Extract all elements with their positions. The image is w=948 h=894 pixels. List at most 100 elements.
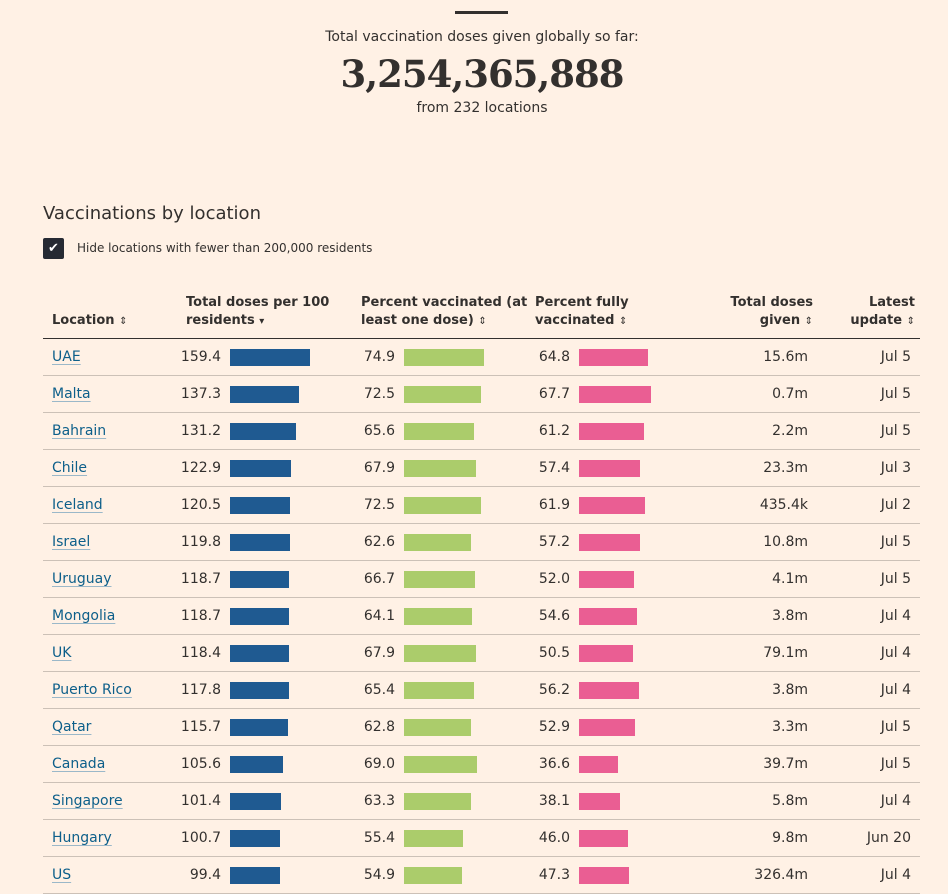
percent-fully-vaccinated-value: 38.1 — [538, 793, 570, 809]
latest-update-value: Jul 5 — [880, 571, 911, 587]
total-doses-value: 3.3m — [772, 719, 808, 735]
doses-per-100-bar — [230, 867, 280, 884]
doses-per-100-bar — [230, 423, 296, 440]
doses-per-100-value: 118.7 — [180, 608, 221, 624]
checkmark-icon: ✔ — [48, 240, 59, 256]
percent-fully-vaccinated-bar — [579, 867, 630, 884]
locations-count: from 232 locations — [416, 100, 548, 116]
location-link[interactable]: Israel — [52, 534, 91, 550]
percent-vaccinated-bar — [404, 386, 482, 403]
total-doses-value: 39.7m — [763, 756, 808, 772]
table-row: Israel 119.8 62.6 57.2 10.8m Jul 5 — [43, 524, 920, 561]
column-header-percent-fully-vaccinated[interactable]: Percent fully vaccinated ⇕ — [535, 295, 629, 328]
location-link[interactable]: Chile — [52, 460, 88, 476]
percent-vaccinated-value: 62.6 — [363, 534, 395, 550]
hide-small-locations-toggle[interactable]: ✔ Hide locations with fewer than 200,000… — [43, 237, 372, 259]
total-doses-value: 3.8m — [772, 608, 808, 624]
location-link[interactable]: Hungary — [52, 830, 112, 846]
doses-per-100-bar — [230, 349, 310, 366]
latest-update-value: Jun 20 — [866, 830, 911, 846]
location-link[interactable]: Singapore — [52, 793, 123, 809]
sort-icon: ⇕ — [619, 316, 628, 327]
table-row: UAE 159.4 74.9 64.8 15.6m Jul 5 — [43, 339, 920, 376]
percent-fully-vaccinated-bar — [579, 793, 620, 810]
percent-fully-vaccinated-bar — [579, 608, 638, 625]
table-row: Chile 122.9 67.9 57.4 23.3m Jul 3 — [43, 450, 920, 487]
percent-vaccinated-bar — [404, 423, 474, 440]
location-link[interactable]: Malta — [52, 386, 91, 402]
percent-fully-vaccinated-value: 47.3 — [538, 867, 570, 883]
table-row: Canada 105.6 69.0 36.6 39.7m Jul 5 — [43, 746, 920, 783]
doses-per-100-bar — [230, 571, 290, 588]
location-link[interactable]: Puerto Rico — [52, 682, 132, 698]
table-row: Mongolia 118.7 64.1 54.6 3.8m Jul 4 — [43, 598, 920, 635]
percent-vaccinated-bar — [404, 756, 478, 773]
latest-update-value: Jul 4 — [880, 793, 911, 809]
location-link[interactable]: UAE — [52, 349, 81, 365]
percent-vaccinated-bar — [404, 534, 471, 551]
checkbox[interactable]: ✔ — [43, 237, 64, 259]
percent-fully-vaccinated-value: 57.2 — [538, 534, 570, 550]
location-link[interactable]: Mongolia — [52, 608, 116, 624]
latest-update-value: Jul 2 — [880, 497, 911, 513]
percent-vaccinated-value: 72.5 — [363, 386, 395, 402]
percent-fully-vaccinated-bar — [579, 497, 645, 514]
location-link[interactable]: US — [52, 867, 72, 883]
total-doses-value: 23.3m — [763, 460, 808, 476]
total-doses-value: 3.8m — [772, 682, 808, 698]
total-doses-value: 326.4m — [754, 867, 808, 883]
sort-icon: ⇕ — [119, 316, 128, 327]
percent-fully-vaccinated-value: 54.6 — [538, 608, 570, 624]
table-row: US 99.4 54.9 47.3 326.4m Jul 4 — [43, 857, 920, 894]
latest-update-value: Jul 5 — [880, 719, 911, 735]
location-link[interactable]: Canada — [52, 756, 106, 772]
location-link[interactable]: Qatar — [52, 719, 92, 735]
location-link[interactable]: UK — [52, 645, 72, 661]
percent-fully-vaccinated-bar — [579, 571, 635, 588]
percent-vaccinated-bar — [404, 830, 463, 847]
location-link[interactable]: Iceland — [52, 497, 103, 513]
percent-vaccinated-value: 63.3 — [363, 793, 395, 809]
column-header-latest-update[interactable]: Latest update ⇕ — [850, 295, 915, 328]
column-header-location[interactable]: Location ⇕ — [52, 313, 128, 328]
sort-icon: ⇕ — [804, 316, 813, 327]
latest-update-value: Jul 4 — [880, 682, 911, 698]
percent-fully-vaccinated-value: 46.0 — [538, 830, 570, 846]
doses-per-100-bar — [230, 460, 292, 477]
location-link[interactable]: Uruguay — [52, 571, 112, 587]
latest-update-value: Jul 5 — [880, 534, 911, 550]
doses-per-100-value: 137.3 — [180, 386, 221, 402]
percent-vaccinated-bar — [404, 645, 477, 662]
sort-icon: ⇕ — [478, 316, 487, 327]
percent-fully-vaccinated-bar — [579, 756, 618, 773]
percent-vaccinated-value: 64.1 — [363, 608, 395, 624]
percent-fully-vaccinated-bar — [579, 830, 628, 847]
percent-fully-vaccinated-value: 61.2 — [538, 423, 570, 439]
column-header-percent-vaccinated[interactable]: Percent vaccinated (at least one dose) ⇕ — [361, 295, 528, 328]
percent-vaccinated-value: 72.5 — [363, 497, 395, 513]
percent-fully-vaccinated-value: 50.5 — [538, 645, 570, 661]
percent-fully-vaccinated-value: 57.4 — [538, 460, 570, 476]
doses-per-100-value: 101.4 — [180, 793, 221, 809]
latest-update-value: Jul 4 — [880, 867, 911, 883]
percent-vaccinated-value: 65.4 — [363, 682, 395, 698]
location-link[interactable]: Bahrain — [52, 423, 107, 439]
hide-small-locations-label: Hide locations with fewer than 200,000 r… — [77, 241, 373, 255]
total-doses-value: 435.4k — [759, 497, 808, 513]
doses-per-100-value: 131.2 — [180, 423, 221, 439]
doses-per-100-bar — [230, 645, 290, 662]
table-row: Hungary 100.7 55.4 46.0 9.8m Jun 20 — [43, 820, 920, 857]
total-doses-value: 4.1m — [772, 571, 808, 587]
percent-vaccinated-bar — [404, 719, 471, 736]
doses-per-100-value: 117.8 — [180, 682, 221, 698]
percent-fully-vaccinated-value: 61.9 — [538, 497, 570, 513]
column-header-total-doses[interactable]: Total doses given ⇕ — [730, 295, 813, 328]
doses-per-100-value: 118.7 — [180, 571, 221, 587]
percent-fully-vaccinated-bar — [579, 386, 652, 403]
percent-fully-vaccinated-bar — [579, 349, 648, 366]
column-header-doses-per-100[interactable]: Total doses per 100 residents ▾ — [186, 295, 330, 328]
percent-fully-vaccinated-bar — [579, 460, 641, 477]
global-doses-total: 3,254,365,888 — [340, 52, 624, 96]
table-row: Malta 137.3 72.5 67.7 0.7m Jul 5 — [43, 376, 920, 413]
percent-vaccinated-value: 74.9 — [363, 349, 395, 365]
